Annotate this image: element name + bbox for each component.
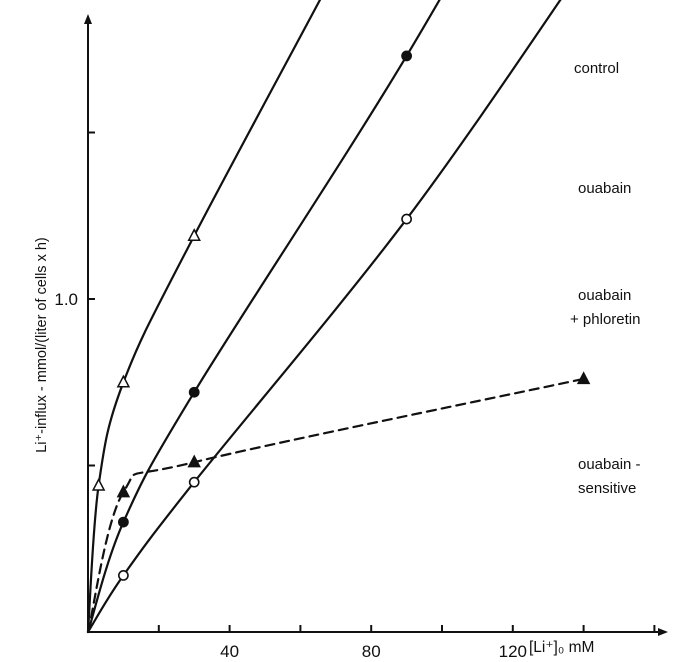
data-point-ouabain-sensitive: [116, 484, 131, 498]
series-label-control: control: [574, 60, 619, 77]
x-tick-label: 40: [220, 642, 239, 661]
y-axis-label: Li⁺-influx - mmol/(liter of cells x h): [34, 237, 50, 453]
series-label-ouabain-phloretin: ouabain: [578, 287, 631, 304]
data-point-ouabain-phloretin: [188, 476, 200, 488]
series-labels: control ouabain ouabain + phloretin ouabain …: [570, 60, 641, 497]
data-point-ouabain: [188, 386, 200, 398]
data-point-control: [116, 374, 131, 388]
data-point-ouabain-phloretin: [118, 569, 129, 581]
series-line-control: [86, 0, 322, 634]
y-tick-label: 1.0: [54, 290, 78, 309]
series-lines: [86, 0, 585, 634]
series-markers: [91, 50, 591, 581]
y-axis-arrow: [84, 14, 92, 24]
data-point-ouabain: [118, 516, 129, 528]
series-label-ouabain: ouabain: [578, 180, 631, 197]
data-point-control: [91, 477, 106, 491]
axes: [84, 14, 668, 636]
data-point-control: [187, 228, 201, 241]
x-tick-label: 80: [362, 642, 381, 661]
series-label-ouabain-phloretin: + phloretin: [570, 311, 640, 328]
x-tick-label: 120: [499, 642, 527, 661]
x-axis-label: [Li⁺]₀ mM: [529, 639, 594, 656]
series-label-ouabain-sensitive: ouabain -: [578, 456, 641, 473]
series-label-ouabain-sensitive: sensitive: [578, 480, 636, 497]
data-point-ouabain-phloretin: [401, 213, 412, 225]
series-line-ouabain-sensitive: [86, 377, 585, 634]
series-line-ouabain: [86, 0, 441, 634]
data-point-ouabain-sensitive: [187, 454, 201, 468]
data-point-ouabain: [401, 50, 412, 62]
series-line-ouabain-phloretin: [86, 0, 562, 634]
data-point-ouabain-sensitive: [576, 371, 591, 385]
x-axis-arrow: [658, 628, 668, 636]
